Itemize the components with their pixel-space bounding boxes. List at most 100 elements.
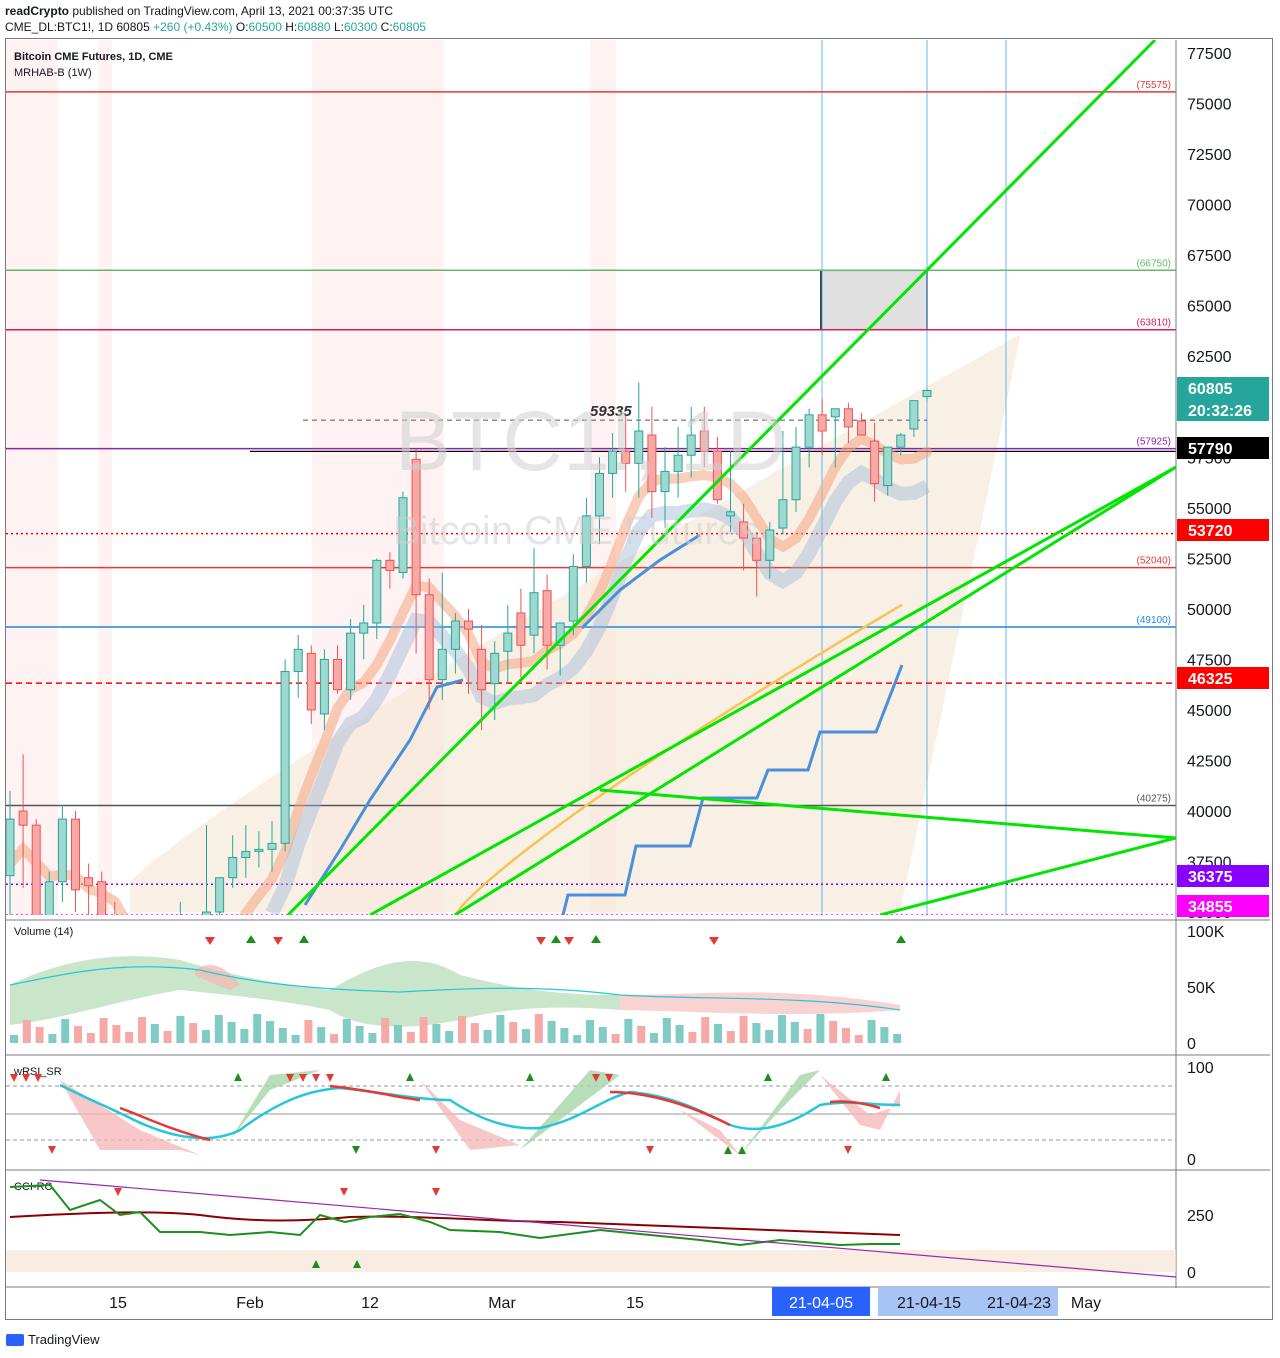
volume-bar: [125, 1032, 134, 1043]
volume-bar: [202, 1030, 210, 1043]
level-label: (63810): [1137, 318, 1171, 329]
candle-body: [529, 592, 539, 636]
wrsi-up-arrow-icon: [724, 1146, 732, 1154]
volume-bar: [227, 1022, 236, 1043]
candle-body: [791, 446, 801, 501]
price-tick-label: 52500: [1187, 551, 1232, 568]
volume-bar: [432, 1024, 441, 1043]
volume-bar: [829, 1021, 838, 1043]
wrsi-down-arrow-icon: [352, 1146, 360, 1154]
price-tick-label: 45000: [1187, 703, 1232, 720]
candle-body: [424, 594, 434, 681]
volume-bar: [688, 1032, 697, 1043]
cci-down-arrow-icon: [114, 1188, 122, 1196]
volume-tick-label: 100K: [1187, 924, 1225, 941]
wrsi-down-arrow-icon: [286, 1074, 294, 1082]
volume-bar: [304, 1020, 313, 1043]
price-tick-label: 75000: [1187, 97, 1232, 114]
chart-legend-indicator: MRHAB-B (1W): [14, 67, 92, 79]
price-badge: [1177, 865, 1269, 887]
candle-body: [765, 529, 775, 561]
open-label: O:: [235, 20, 249, 34]
low-label: L:: [333, 20, 344, 34]
candle-body: [490, 652, 500, 685]
time-highlight-label: 21-04-23: [987, 1295, 1051, 1312]
candle-body: [97, 881, 107, 915]
candle-body: [228, 856, 238, 879]
volume-bar: [854, 1035, 863, 1043]
watermark-symbol: BTC1!, 1D: [395, 394, 787, 488]
wrsi-down-arrow-icon: [844, 1146, 852, 1154]
candle-body: [346, 632, 356, 691]
volume-down-arrow-icon: [205, 937, 215, 945]
candle-body: [752, 537, 762, 561]
volume-bar: [496, 1015, 505, 1043]
volume-bar: [278, 1028, 287, 1043]
level-label: (52040): [1137, 556, 1171, 567]
volume-bar: [624, 1019, 633, 1043]
volume-bar: [458, 1016, 466, 1043]
level-label: (66750): [1137, 258, 1171, 269]
volume-bar: [701, 1017, 710, 1043]
candle-body: [333, 658, 342, 691]
wrsi-down-arrow-icon: [48, 1146, 56, 1154]
wrsi-tick-label: 100: [1187, 1060, 1214, 1077]
tradingview-logo[interactable]: TradingView: [6, 1332, 100, 1347]
candle-body: [804, 414, 814, 448]
volume-tick-label: 50K: [1187, 980, 1216, 997]
watermark-name: Bitcoin CME Futures: [393, 509, 760, 553]
publisher-name: readCrypto: [5, 4, 70, 18]
wrsi-up-arrow-icon: [526, 1073, 534, 1081]
wrsi-red-segment-2: [329, 1084, 421, 1102]
volume-bar: [99, 1018, 108, 1043]
volume-down-arrow-icon: [709, 937, 719, 945]
volume-bar: [893, 1034, 902, 1043]
time-highlight-badge: [878, 1287, 980, 1316]
volume-bar: [86, 1033, 95, 1043]
candle-body: [634, 430, 644, 464]
candle-body: [319, 658, 329, 715]
price-badge: [1177, 377, 1269, 399]
time-tick-label: Mar: [488, 1295, 516, 1312]
green-trendline: [286, 40, 1157, 915]
chart-frame[interactable]: [5, 38, 1273, 1320]
volume-bar: [240, 1029, 249, 1043]
cci-up-arrow-icon: [312, 1260, 320, 1268]
close-label: C:: [380, 20, 393, 34]
price-badge-label: 20:32:26: [1188, 403, 1252, 420]
volume-bar: [534, 1014, 543, 1043]
volume-bar: [112, 1025, 121, 1043]
volume-bar: [381, 1018, 390, 1043]
cci-tick-label: 0: [1187, 1265, 1196, 1282]
volume-up-arrow-icon: [246, 935, 256, 943]
volume-bar: [138, 1017, 146, 1043]
wrsi-down-arrow-icon: [326, 1074, 334, 1082]
volume-bar: [163, 1031, 172, 1043]
candle-body: [280, 671, 290, 844]
volume-bar: [342, 1019, 351, 1043]
wrsi-down-arrow-icon: [605, 1074, 613, 1082]
cci-fast-line: [9, 1183, 900, 1247]
wrsi-down-arrow-icon: [10, 1074, 18, 1082]
time-tick-label: 15: [626, 1295, 644, 1312]
annotation-label: 59335: [590, 403, 632, 420]
cci-tick-label: 250: [1187, 1208, 1214, 1225]
volume-bar: [560, 1028, 569, 1043]
volume-bar: [74, 1026, 82, 1043]
wrsi-down-arrow-icon: [592, 1074, 600, 1082]
cci-zone: [6, 1250, 1176, 1272]
candle-body: [542, 590, 552, 646]
candle-body: [450, 620, 460, 650]
wrsi-red-segment: [119, 1106, 211, 1142]
volume-title: Volume (14): [14, 926, 73, 938]
cci-trendline: [39, 1179, 1177, 1278]
last-price: 60805: [116, 20, 150, 34]
volume-bar: [637, 1026, 646, 1043]
time-highlight-badge: [980, 1287, 1058, 1316]
volume-bar: [662, 1018, 671, 1043]
candle-body: [372, 559, 382, 624]
price-badge-label: 57790: [1188, 441, 1233, 458]
wrsi-down-arrow-icon: [34, 1074, 42, 1082]
cci-up-arrow-icon: [353, 1260, 361, 1268]
